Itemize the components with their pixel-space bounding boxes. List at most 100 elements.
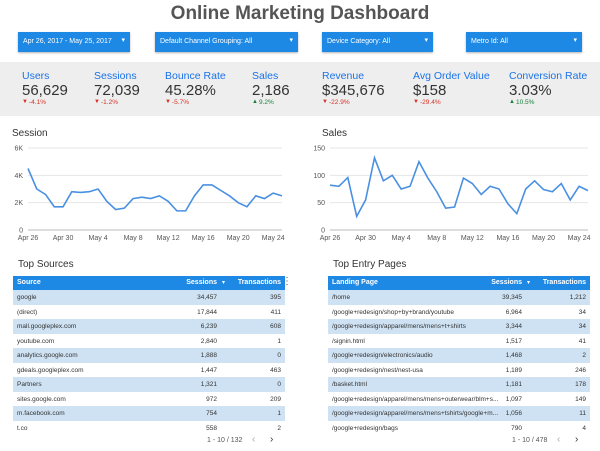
table-title: Top Sources: [18, 259, 74, 270]
cell: 1: [277, 410, 281, 417]
y-tick-label: 4K: [14, 173, 23, 180]
table-row: /google+redesign/apparel/mens/mens+outer…: [328, 391, 590, 406]
trend-arrow: ▼: [22, 99, 28, 105]
x-tick-label: May 16: [496, 235, 519, 242]
table-title: Top Entry Pages: [333, 259, 407, 270]
cell: sites.google.com: [17, 395, 66, 403]
filter-control[interactable]: Metro Id: All ▾: [466, 32, 582, 52]
cell: 34: [578, 323, 586, 330]
y-tick-label: 150: [313, 146, 325, 153]
x-tick-label: May 8: [124, 235, 143, 242]
x-tick-label: Apr 30: [355, 235, 376, 242]
trend-arrow: ▼: [165, 99, 171, 105]
next-page[interactable]: ›: [575, 434, 579, 445]
table-row: m.facebook.com 754 1: [13, 406, 285, 421]
line-series: [329, 155, 589, 219]
cell: /google+redesign/apparel/mens/mens+outer…: [332, 395, 499, 403]
cell: Partners: [17, 381, 42, 388]
cell: /google+redesign/apparel/mens/mens+t+shi…: [332, 323, 466, 330]
sort-icon: ▾: [221, 280, 225, 286]
cell: t.co: [17, 424, 28, 432]
more-menu[interactable]: ⋮: [282, 276, 292, 287]
table-row: /basket.html 1,181 178: [328, 377, 590, 392]
kpi-change: -1.2%: [101, 99, 118, 106]
column-header[interactable]: Sessions: [186, 279, 217, 286]
trend-arrow: ▲: [252, 99, 258, 105]
dropdown-arrow: ▾: [121, 37, 125, 44]
filter-control[interactable]: Default Channel Grouping: All ▾: [155, 32, 298, 52]
cell: google: [17, 294, 37, 301]
trend-arrow: ▼: [94, 99, 100, 105]
pagination: 1 - 10 / 478: [512, 437, 548, 444]
prev-page[interactable]: ‹: [557, 434, 561, 445]
cell: 2: [582, 352, 586, 359]
column-header[interactable]: Transactions: [542, 279, 586, 286]
table-row: /signin.html 1,517 41: [328, 333, 590, 348]
filter-label: Apr 26, 2017 - May 25, 2017: [23, 38, 112, 45]
table-header: Source Sessions ▾ Transactions: [13, 276, 285, 290]
trend-arrow: ▼: [322, 99, 328, 105]
cell: 209: [270, 395, 281, 403]
table-row: analytics.google.com 1,888 0: [13, 348, 285, 363]
cell: 11: [579, 410, 586, 417]
dropdown-arrow: ▾: [573, 37, 577, 44]
kpi-label: Sessions: [94, 70, 137, 82]
table-row: t.co 558 2: [13, 420, 285, 435]
next-page[interactable]: ›: [270, 434, 274, 445]
x-tick-label: May 4: [89, 235, 108, 242]
x-tick-label: May 20: [532, 235, 555, 242]
table-row: youtube.com 2,840 1: [13, 333, 285, 348]
sort-icon: ▾: [526, 280, 530, 286]
prev-page[interactable]: ‹: [252, 434, 256, 445]
chart-title: Sales: [322, 128, 347, 139]
x-tick-label: Apr 26: [320, 235, 341, 242]
y-tick-label: 0: [321, 228, 325, 235]
kpi-label: Avg Order Value: [413, 70, 490, 82]
cell: 34,457: [197, 294, 217, 301]
cell: 463: [270, 366, 281, 374]
cell: 1,468: [505, 352, 522, 359]
cell: 1,097: [505, 395, 522, 403]
cell: 411: [270, 308, 281, 316]
table-row: google 34,457 395: [13, 290, 285, 305]
kpi-value: 72,039: [94, 82, 140, 99]
cell: /signin.html: [332, 337, 365, 345]
cell: 149: [575, 395, 586, 403]
x-tick-label: May 24: [568, 235, 591, 242]
cell: 6,964: [505, 308, 522, 316]
kpi-change: 10.5%: [516, 99, 535, 106]
cell: 4: [582, 424, 586, 432]
y-tick-label: 6K: [14, 146, 23, 153]
table-row: /google+redesign/shop+by+brand/youtube 6,…: [328, 304, 590, 319]
cell: /google+redesign/nest/nest-usa: [332, 366, 423, 374]
cell: 790: [511, 424, 522, 432]
cell: gdeals.googleplex.com: [17, 366, 84, 374]
cell: youtube.com: [17, 337, 55, 345]
cell: 0: [277, 381, 281, 388]
table-row: /home 39,345 1,212: [328, 290, 590, 305]
table-row: /google+redesign/apparel/mens/mens+tshir…: [328, 406, 590, 421]
filter-control[interactable]: Apr 26, 2017 - May 25, 2017 ▾: [18, 32, 130, 52]
column-header: Source: [17, 279, 41, 286]
kpi-label: Conversion Rate: [509, 70, 588, 82]
filter-label: Device Category: All: [327, 38, 391, 45]
table-row: /google+redesign/electronics/audio 1,468 2: [328, 348, 590, 363]
kpi-change: -29.4%: [420, 99, 441, 106]
kpi-label: Users: [22, 70, 50, 82]
cell: 1,181: [505, 381, 522, 388]
kpi-value: 56,629: [22, 82, 68, 99]
x-tick-label: May 12: [461, 235, 484, 242]
cell: (direct): [17, 308, 38, 316]
x-tick-label: May 16: [192, 235, 215, 242]
column-header[interactable]: Sessions: [491, 279, 522, 286]
table-row: Partners 1,321 0: [13, 377, 285, 392]
filter-control[interactable]: Device Category: All ▾: [322, 32, 433, 52]
cell: 558: [206, 424, 217, 432]
y-tick-label: 100: [313, 173, 325, 180]
filter-label: Metro Id: All: [471, 38, 508, 45]
column-header[interactable]: Transactions: [237, 279, 281, 286]
kpi-label: Revenue: [322, 70, 365, 82]
column-header: Landing Page: [332, 279, 378, 286]
